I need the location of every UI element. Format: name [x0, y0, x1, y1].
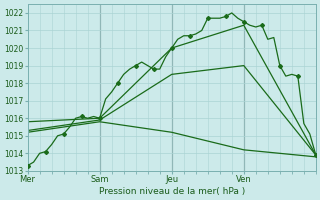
X-axis label: Pression niveau de la mer( hPa ): Pression niveau de la mer( hPa )	[99, 187, 245, 196]
